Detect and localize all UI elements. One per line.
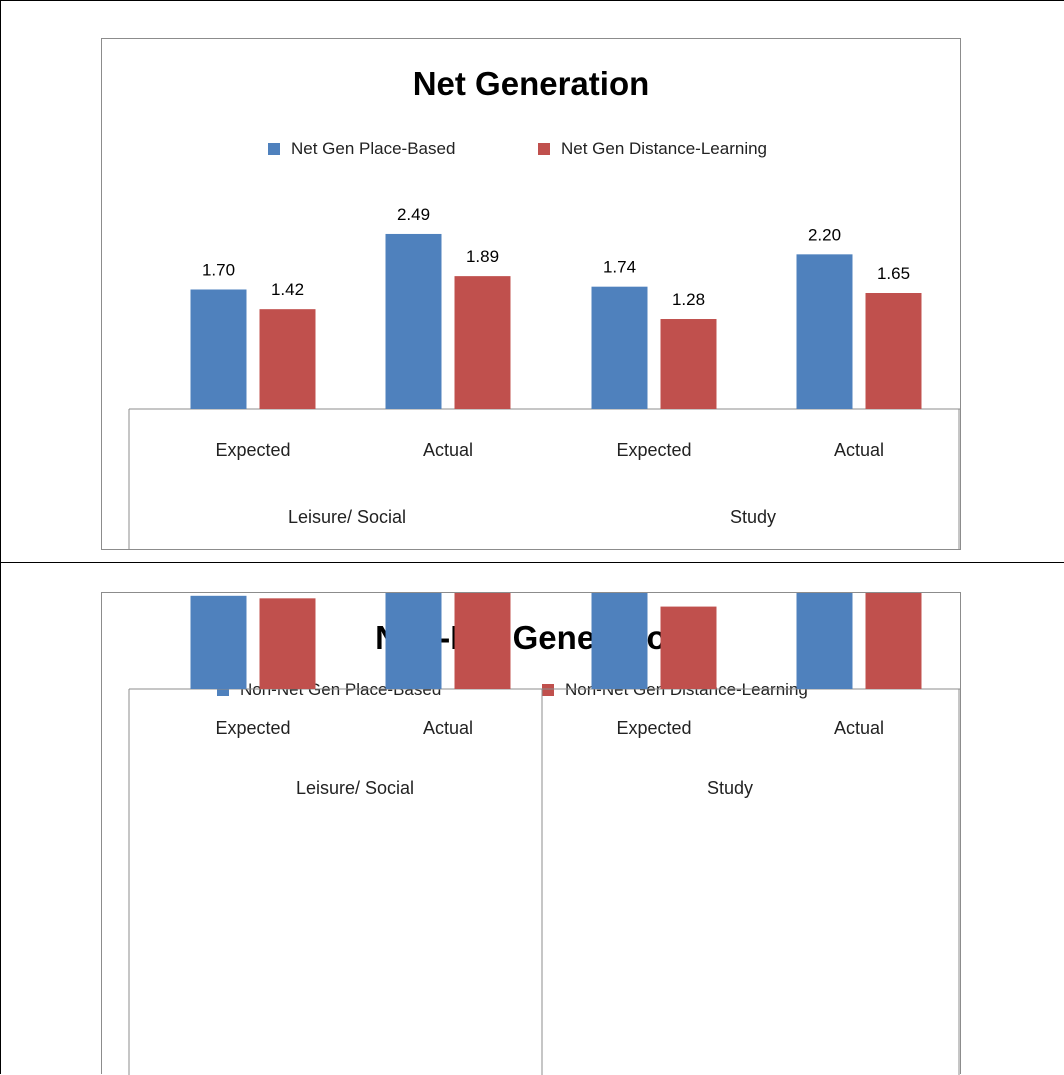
bar-place-based-2 xyxy=(385,593,442,689)
group-label-study: Study xyxy=(730,507,776,527)
group-label-study: Study xyxy=(707,778,753,798)
chart-net-generation-svg: Net Generation Net Gen Place-Based Net Gen… xyxy=(128,65,960,549)
category-label: Actual xyxy=(834,440,884,460)
chart-net-generation: Net Generation Net Gen Place-Based Net Gen… xyxy=(101,38,961,550)
category-label: Actual xyxy=(834,718,884,738)
bar-distance-learning-4 xyxy=(865,593,922,689)
legend-label-place-based: Net Gen Place-Based xyxy=(291,139,455,158)
value-label: 1.89 xyxy=(466,247,499,266)
bar-distance-learning-2 xyxy=(454,276,511,409)
group-label-leisure-social: Leisure/ Social xyxy=(296,778,414,798)
legend-swatch-place-based xyxy=(268,143,280,155)
bar-distance-learning-2 xyxy=(454,593,511,689)
value-label: 1.30 xyxy=(672,593,705,597)
bar-distance-learning-3 xyxy=(660,319,717,409)
panel-divider xyxy=(0,562,1064,563)
bar-distance-learning-4 xyxy=(865,293,922,409)
category-label: Expected xyxy=(616,718,691,738)
value-label: 1.65 xyxy=(877,264,910,283)
category-label: Expected xyxy=(215,718,290,738)
legend-label-distance-learning: Net Gen Distance-Learning xyxy=(561,139,767,158)
value-label: 1.70 xyxy=(202,260,235,279)
bar-distance-learning-1 xyxy=(259,598,316,689)
legend-swatch-distance-learning xyxy=(542,684,554,696)
bar-place-based-4 xyxy=(796,254,853,409)
bar-distance-learning-1 xyxy=(259,309,316,409)
group-label-leisure-social: Leisure/ Social xyxy=(288,507,406,527)
value-label: 2.20 xyxy=(808,225,841,244)
chart-title: Net Generation xyxy=(413,65,650,102)
legend-swatch-distance-learning xyxy=(538,143,550,155)
value-label: 1.74 xyxy=(603,258,636,277)
category-label: Actual xyxy=(423,440,473,460)
category-label: Actual xyxy=(423,718,473,738)
value-label: 2.49 xyxy=(397,205,430,224)
bar-place-based-3 xyxy=(591,286,648,409)
bar-place-based-1 xyxy=(190,289,247,409)
bar-place-based-1 xyxy=(190,595,247,689)
value-label: 1.42 xyxy=(271,280,304,299)
category-label: Expected xyxy=(215,440,290,460)
bar-place-based-3 xyxy=(591,593,648,689)
bar-distance-learning-3 xyxy=(660,606,717,689)
bar-place-based-4 xyxy=(796,593,853,689)
chart-non-net-generation: Non-Net Generation Non-Net Gen Place-Base… xyxy=(101,592,961,1075)
category-label: Expected xyxy=(616,440,691,460)
value-label: 1.28 xyxy=(672,290,705,309)
bar-place-based-2 xyxy=(385,233,442,409)
